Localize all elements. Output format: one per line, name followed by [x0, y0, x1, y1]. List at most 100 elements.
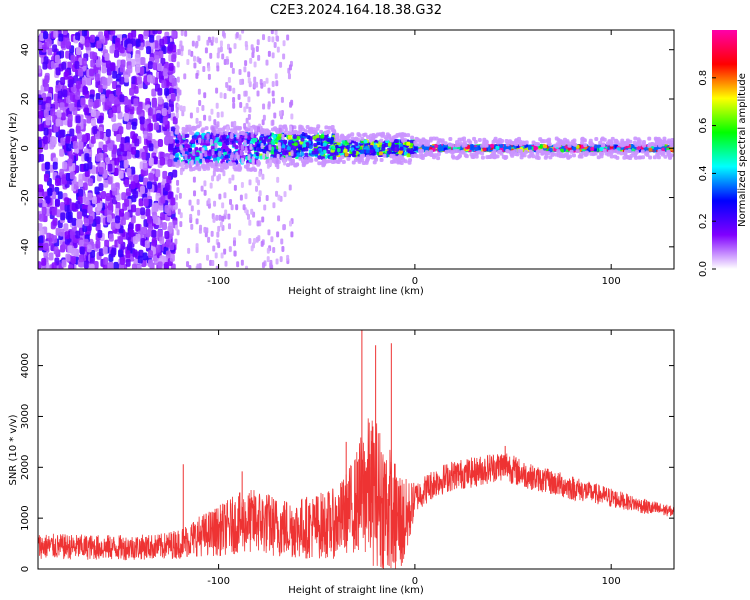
spectrogram-cell: [44, 75, 50, 84]
spectrogram-cell: [271, 36, 275, 43]
spectrogram-cell: [287, 135, 292, 140]
spectrogram-cell: [593, 151, 598, 156]
spectrogram-cell: [296, 152, 301, 157]
spectrogram-cell: [218, 214, 222, 221]
spectrogram-cell: [244, 147, 248, 154]
spectrogram-cell: [111, 183, 117, 192]
spectrogram-cell: [184, 165, 189, 170]
spectrogram-cell: [415, 154, 420, 159]
spectrogram-cell: [124, 113, 130, 122]
spectrogram-cell: [255, 185, 259, 192]
spectrogram-cell: [91, 196, 97, 205]
spectrogram-cell: [225, 81, 229, 88]
spectrogram-cell: [633, 151, 638, 156]
spectrogram-cell: [382, 153, 387, 158]
spectrogram-cell: [64, 203, 70, 212]
spectrogram-cell: [292, 153, 297, 158]
spectrogram-cell: [350, 132, 355, 137]
spectrogram-cell: [423, 142, 428, 147]
spectrogram-cell: [246, 167, 251, 172]
spectrogram-cell: [98, 141, 104, 150]
spectrogram-cell: [599, 152, 604, 157]
spectrogram-cell: [78, 141, 84, 150]
spectrogram-cell: [59, 102, 65, 111]
spectrogram-cell: [195, 152, 200, 157]
spectrogram-cell: [60, 137, 66, 146]
spectrogram-cell: [243, 164, 248, 169]
spectrogram-cell: [43, 31, 49, 40]
spectrogram-cell: [261, 262, 265, 269]
spectrogram-cell: [38, 139, 42, 148]
spectrogram-cell: [306, 135, 311, 140]
spectrogram-cell: [305, 125, 310, 130]
spectrogram-cell: [98, 131, 104, 140]
spectrogram-cell: [204, 126, 209, 131]
spectrogram-cell: [247, 96, 251, 103]
spectrogram-cell: [277, 215, 281, 222]
spectrogram-cell: [52, 217, 58, 226]
spectrogram-cell: [132, 236, 138, 245]
spectrogram-cell: [65, 253, 71, 262]
spectrogram-cell: [166, 175, 172, 184]
spectrogram-cell: [613, 149, 618, 154]
spectrogram-cell: [131, 121, 137, 130]
spectrogram-cell: [265, 77, 269, 84]
spectrogram-cell: [83, 163, 89, 172]
spectrogram-cell: [217, 173, 221, 180]
spectrogram-cell: [276, 35, 280, 42]
spectrogram-cell: [186, 144, 191, 149]
spectrogram-cell: [232, 162, 237, 167]
spectrogram-cell: [287, 141, 292, 146]
spectrogram-cell: [447, 149, 452, 154]
spectrogram-cell: [78, 179, 84, 188]
spectrogram-cell: [394, 139, 399, 144]
spectrogram-cell: [243, 139, 247, 146]
spectrogram-cell: [215, 102, 219, 109]
spectrogram-cell: [593, 144, 598, 149]
spectrogram-cell: [80, 97, 86, 106]
spectrogram-cell: [239, 102, 243, 109]
spectrogram-cell: [609, 154, 614, 159]
spectrogram-cell: [60, 112, 66, 121]
spectrogram-cell: [232, 87, 236, 94]
spectrogram-cell: [98, 248, 104, 257]
spectrogram-cell: [107, 202, 113, 211]
spectrogram-cell: [240, 144, 244, 151]
spectrogram-cell: [105, 157, 111, 166]
spectrogram-cell: [42, 135, 48, 144]
spectrogram-cell: [265, 158, 270, 163]
spectrogram-cell: [223, 192, 227, 199]
spectrogram-cell: [202, 66, 206, 73]
spectrogram-cell: [89, 256, 95, 265]
spectrogram-cell: [270, 150, 275, 155]
spectrogram-cell: [96, 40, 102, 49]
spectrogram-cell: [460, 149, 465, 154]
spectrogram-cell: [233, 127, 238, 132]
spectrogram-cell: [75, 125, 81, 134]
spectrogram-cell: [300, 137, 305, 142]
spectrogram-cell: [177, 159, 181, 166]
spectrogram-cell: [176, 76, 180, 83]
spectrogram-cell: [47, 187, 53, 196]
spectrogram-cell: [615, 155, 620, 160]
spectrogram-cell: [319, 151, 324, 156]
spectrogram-cell: [86, 77, 92, 86]
spectrogram-cell: [123, 159, 129, 168]
spectrogram-cell: [491, 139, 496, 144]
spectrogram-cell: [314, 157, 319, 162]
spectrogram-cell: [195, 165, 200, 170]
spectrogram-cell: [335, 134, 340, 139]
spectrogram-cell: [197, 88, 201, 95]
spectrogram-cell: [135, 207, 141, 216]
spectrogram-cell: [257, 196, 261, 203]
spectrogram-cell: [272, 202, 276, 209]
spectrogram-cell: [153, 140, 159, 149]
spectrogram-cell: [216, 65, 220, 72]
spectrogram-cell: [280, 96, 284, 103]
spectrogram-cell: [135, 65, 141, 74]
spectrogram-cell: [634, 142, 639, 147]
spectrogram-cell: [221, 143, 226, 148]
spectrogram-cell: [270, 30, 274, 35]
spectrogram-cell: [439, 147, 444, 152]
